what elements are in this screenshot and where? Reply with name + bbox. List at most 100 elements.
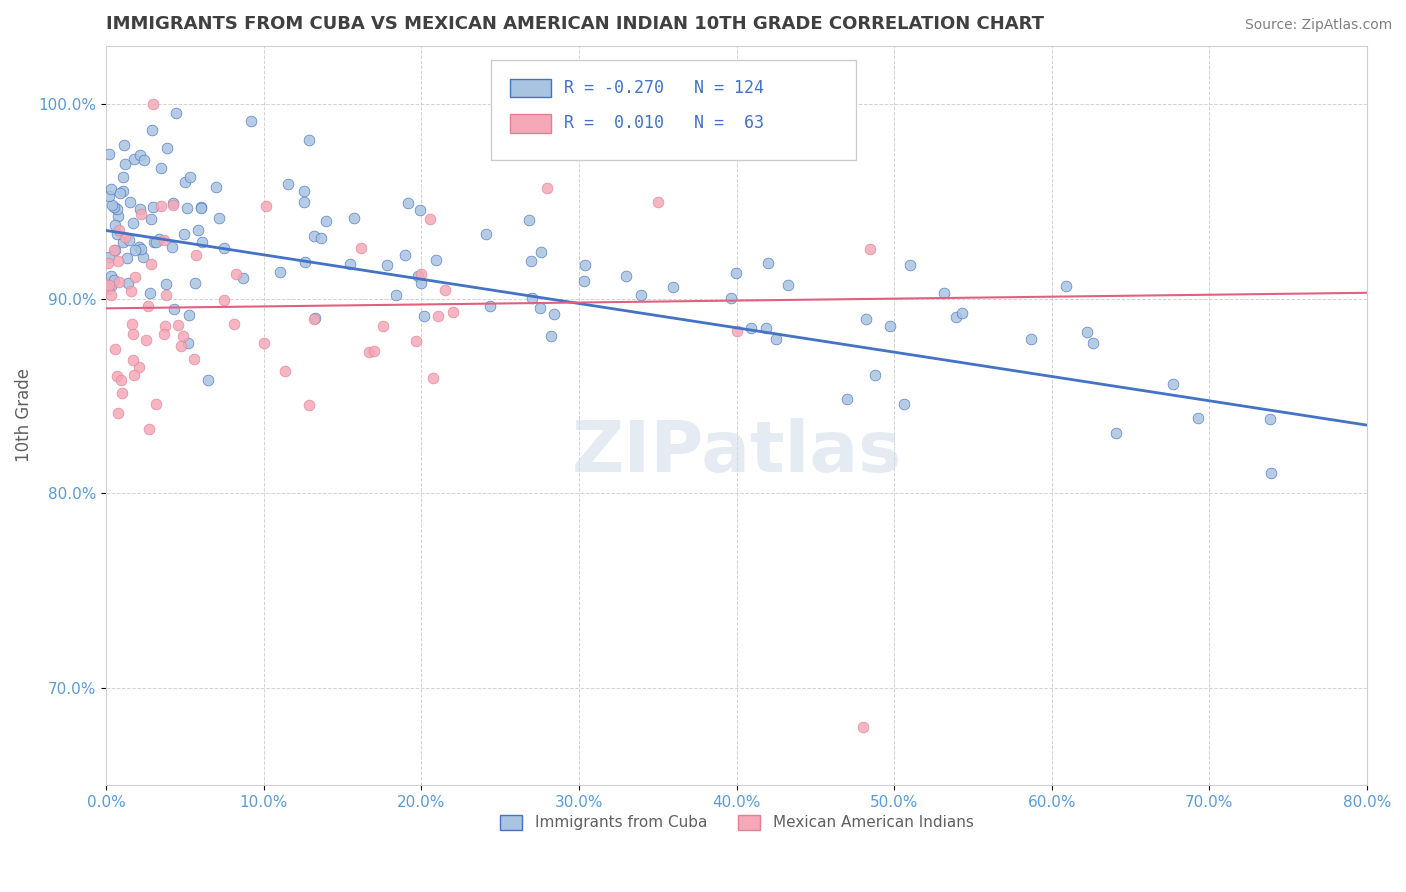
Point [176,336,198,351]
Y-axis label: 10th Grade: 10th Grade [15,368,32,462]
Point [177,308,200,322]
Point [932,285,955,300]
Point [179,169,201,184]
Point [139,211,162,226]
Point [122,327,145,342]
Point [129,242,152,256]
Point [740,321,762,335]
Point [107,406,129,420]
Point [97,282,120,296]
Point [298,133,321,147]
Point [1081,335,1104,350]
Point [142,235,165,250]
Point [1161,376,1184,391]
Point [208,211,231,225]
Point [441,305,464,319]
Point [105,227,128,241]
Point [184,247,207,261]
Point [1260,467,1282,481]
Point [190,201,212,215]
Point [1054,278,1077,293]
Point [150,199,173,213]
Point [357,344,380,359]
Point [138,422,160,436]
Point [121,317,143,331]
Point [519,213,541,227]
Point [108,186,131,200]
Point [142,97,165,112]
Point [434,283,457,297]
Point [114,230,136,244]
Point [411,267,433,281]
Point [304,311,326,326]
Point [852,720,875,734]
Point [720,291,742,305]
Point [170,339,193,353]
Point [139,257,162,271]
Point [412,310,434,324]
Point [165,106,187,120]
Point [174,175,197,189]
Point [124,243,146,257]
Point [191,235,214,250]
Point [183,352,205,367]
Point [135,333,157,347]
Point [879,318,901,333]
Point [647,195,669,210]
Point [100,268,122,283]
Point [1258,412,1281,426]
Point [197,373,219,387]
Point [478,299,501,313]
Point [141,123,163,137]
Point [104,342,127,356]
Point [167,318,190,332]
Point [98,278,121,293]
Point [128,360,150,375]
Point [163,301,186,316]
Point [425,252,447,267]
Point [302,311,325,326]
Point [162,198,184,212]
Point [176,201,198,215]
Point [274,364,297,378]
Point [950,305,973,319]
Legend: Immigrants from Cuba, Mexican American Indians: Immigrants from Cuba, Mexican American I… [494,808,980,837]
Point [574,274,596,288]
Point [129,148,152,162]
Point [105,369,128,384]
FancyBboxPatch shape [509,78,551,97]
Point [776,277,799,292]
Point [302,228,325,243]
Point [190,200,212,214]
Point [128,239,150,253]
Point [160,239,183,253]
Point [725,266,748,280]
Point [269,265,291,279]
FancyBboxPatch shape [491,61,856,161]
Point [536,180,558,194]
Point [153,234,176,248]
Point [104,218,127,232]
Point [375,258,398,272]
Point [153,326,176,341]
Point [114,157,136,171]
Point [294,184,316,198]
Point [855,311,877,326]
Point [129,207,152,221]
Point [409,276,432,290]
Point [898,258,921,272]
Point [98,250,121,264]
Point [112,235,135,249]
FancyBboxPatch shape [509,114,551,133]
Point [122,216,145,230]
Point [124,368,146,383]
Point [136,299,159,313]
Text: Source: ZipAtlas.com: Source: ZipAtlas.com [1244,18,1392,32]
Point [153,319,176,334]
Point [630,288,652,302]
Point [543,307,565,321]
Point [111,170,134,185]
Point [114,137,136,152]
Point [350,241,373,255]
Point [1105,426,1128,441]
